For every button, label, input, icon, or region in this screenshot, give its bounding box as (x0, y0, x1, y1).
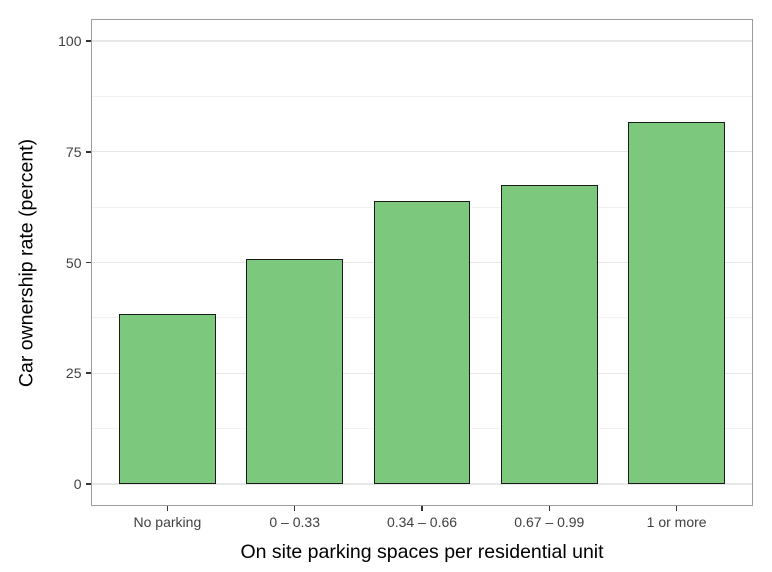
bar (628, 121, 725, 484)
gridline-minor (91, 95, 753, 97)
y-axis-tick (85, 40, 91, 42)
x-tick-label: No parking (133, 514, 202, 530)
x-axis-tick (548, 506, 550, 511)
x-axis-tick (166, 506, 169, 511)
y-tick-label: 75 (65, 143, 82, 160)
y-tick-label: 100 (58, 33, 82, 50)
gridline-major (91, 40, 753, 42)
bar (373, 200, 471, 484)
bar (119, 313, 216, 484)
gridline-major (91, 151, 753, 153)
y-tick-label: 25 (65, 365, 82, 382)
y-tick-label: 50 (65, 254, 82, 271)
bar (500, 185, 598, 484)
y-axis-title: Car ownership rate (percent) (15, 138, 38, 387)
x-tick-label: 0 – 0.33 (269, 514, 320, 530)
x-axis-tick (293, 506, 296, 511)
y-axis-tick (85, 372, 91, 374)
y-axis-tick (85, 151, 91, 153)
x-tick-label: 1 or more (646, 514, 707, 530)
plot-panel (91, 19, 753, 506)
y-tick-label: 0 (73, 475, 82, 492)
y-axis-tick (85, 261, 91, 264)
x-axis-tick (421, 506, 423, 511)
x-tick-label: 0.67 – 0.99 (514, 514, 585, 530)
bar (246, 258, 344, 484)
y-axis-tick (85, 483, 91, 485)
x-axis-tick (675, 506, 678, 511)
x-axis-title: On site parking spaces per residential u… (240, 541, 604, 563)
x-tick-label: 0.34 – 0.66 (386, 514, 458, 530)
